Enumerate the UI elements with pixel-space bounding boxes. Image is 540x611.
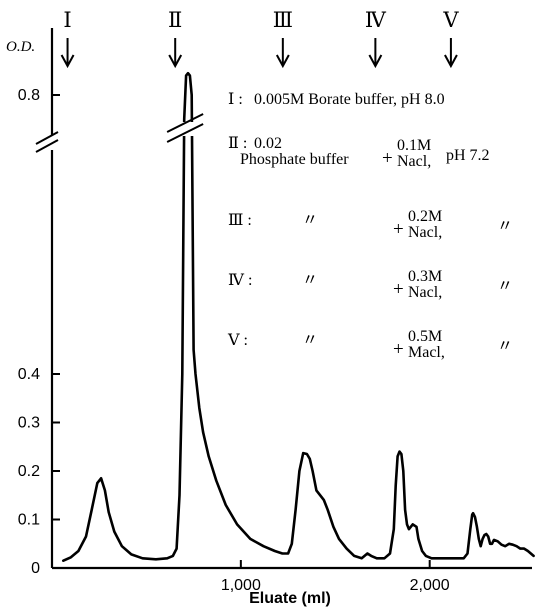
- legend-2-salt-conc: 0.1M: [397, 137, 431, 154]
- axes: [50, 28, 532, 570]
- arrow-label-1: Ⅰ: [63, 8, 71, 32]
- legend-3-ditto-buffer: 〃: [302, 212, 318, 229]
- buffer-legend: Ⅰ : 0.005M Borate buffer, pH 8.0 Ⅱ : 0.02Ph…: [227, 91, 513, 361]
- x-axis-label: Eluate (ml): [249, 590, 331, 607]
- legend-4-num: Ⅳ :: [228, 272, 252, 289]
- legend-5-ditto-ph: 〃: [497, 338, 513, 355]
- tick-marks: 0 0.1 0.2 0.3 0.4 0.8 1,000 2,000: [18, 87, 450, 594]
- legend-5-plus: +: [393, 339, 404, 360]
- curve-break-mark: [166, 113, 204, 133]
- arrow-label-2: Ⅱ: [168, 8, 182, 32]
- fraction-arrows: Ⅰ Ⅱ Ⅲ Ⅳ Ⅴ: [60, 8, 459, 69]
- y-tick-label: 0.4: [18, 366, 40, 383]
- x-tick-label: 2,000: [410, 577, 450, 594]
- arrow-label-4: Ⅳ: [365, 8, 387, 32]
- legend-2-num: Ⅱ :: [228, 135, 247, 152]
- legend-5-salt-conc: 0.5M: [408, 328, 442, 345]
- y-tick-label: 0.8: [18, 87, 40, 104]
- legend-4-ditto-buffer: 〃: [302, 272, 318, 289]
- legend-2-buffer: Phosphate buffer: [240, 151, 349, 168]
- arrow-head-3: [275, 54, 290, 69]
- y-axis-break-mark: [35, 131, 59, 145]
- legend-5-ditto-buffer: 〃: [302, 332, 318, 349]
- y-tick-label: 0.3: [18, 415, 40, 432]
- legend-3-num: Ⅲ :: [228, 212, 252, 229]
- legend-3-ditto-ph: 〃: [497, 218, 513, 235]
- y-axis-break-mark: [35, 139, 59, 153]
- legend-2-salt: Nacl,: [397, 153, 431, 170]
- x-tick-label: 1,000: [221, 577, 261, 594]
- legend-4-salt: Nacl,: [408, 284, 442, 301]
- arrow-head-2: [168, 54, 183, 69]
- y-tick-label: 0.1: [18, 512, 40, 529]
- legend-5-num: Ⅴ :: [227, 332, 248, 349]
- arrow-head-4: [368, 54, 383, 69]
- y-axis-label: O.D.: [6, 39, 35, 55]
- axis-break: [35, 113, 206, 153]
- arrow-head-1: [60, 54, 75, 69]
- legend-2-conc: 0.02: [254, 135, 282, 152]
- y-tick-label: 0: [31, 560, 40, 577]
- legend-3-plus: +: [393, 219, 404, 240]
- legend-4-ditto-ph: 〃: [497, 278, 513, 295]
- curve-break-mark: [166, 123, 204, 143]
- arrow-label-5: Ⅴ: [442, 8, 459, 32]
- legend-5-salt: Macl,: [408, 344, 445, 361]
- legend-3-salt-conc: 0.2M: [408, 208, 442, 225]
- legend-4-salt-conc: 0.3M: [408, 268, 442, 285]
- legend-2-ph: pH 7.2: [446, 147, 490, 164]
- arrow-head-5: [444, 54, 458, 69]
- legend-1-num: Ⅰ :: [228, 91, 243, 108]
- legend-3-salt: Nacl,: [408, 224, 442, 241]
- y-tick-label: 0.2: [18, 463, 40, 480]
- arrow-label-3: Ⅲ: [273, 8, 293, 32]
- legend-1-text: 0.005M Borate buffer, pH 8.0: [254, 91, 445, 108]
- legend-2-plus: +: [382, 148, 393, 169]
- legend-4-plus: +: [393, 279, 404, 300]
- od-elution-curve: [62, 71, 535, 562]
